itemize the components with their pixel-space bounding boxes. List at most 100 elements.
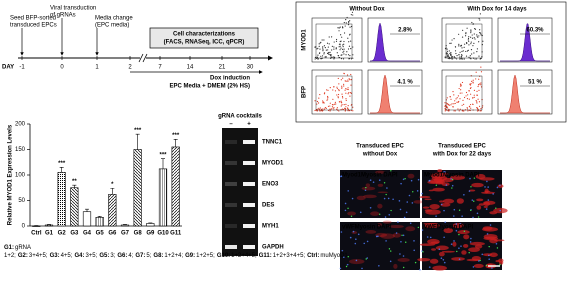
caption-key: G1: xyxy=(4,245,15,251)
caption-key: Ctrl: xyxy=(307,253,320,259)
green-signal xyxy=(470,209,472,212)
histogram-curve xyxy=(370,74,420,114)
scatter-dot xyxy=(314,109,316,112)
dapi-signal xyxy=(388,213,391,216)
dapi-signal xyxy=(385,240,387,242)
scatter-dot xyxy=(468,105,471,107)
characterization-box xyxy=(149,27,259,49)
green-signal xyxy=(350,215,353,217)
percent-label: 60.3% xyxy=(526,28,544,34)
myosin-signal xyxy=(393,263,398,269)
scatter-dot xyxy=(327,109,330,112)
dapi-signal xyxy=(341,249,344,252)
scatter-dot xyxy=(475,71,477,73)
myosin-signal xyxy=(432,187,445,192)
micro-column-title: without Dox xyxy=(362,152,398,158)
myosin-signal xyxy=(392,232,401,238)
scatter-dot xyxy=(350,109,352,112)
scatter-dot xyxy=(333,41,335,43)
myosin-signal xyxy=(478,203,485,206)
scatter-dot xyxy=(350,48,352,50)
scatter-dot xyxy=(447,110,449,112)
scatter-dot xyxy=(447,54,449,56)
scatter-dot xyxy=(451,55,453,58)
dapi-signal xyxy=(444,171,446,173)
caption-key: G8: xyxy=(153,253,164,259)
scatter-dot xyxy=(348,92,350,94)
green-signal xyxy=(495,207,497,209)
scatter-dot xyxy=(337,93,340,96)
scatter-dot xyxy=(463,110,465,112)
scatter-dot xyxy=(318,52,321,54)
scatter-dot xyxy=(350,73,352,76)
dapi-signal xyxy=(355,238,357,241)
scatter-dot xyxy=(456,97,458,99)
myosin-signal xyxy=(483,201,491,207)
myosin-signal xyxy=(389,224,404,229)
scatter-dot xyxy=(345,88,347,90)
scatter-dot xyxy=(473,94,475,96)
scatter-dot xyxy=(463,96,466,99)
bar xyxy=(158,168,168,227)
significance: *** xyxy=(172,133,180,139)
scatter-dot xyxy=(331,56,333,58)
scatter-dot xyxy=(451,103,453,105)
myosin-signal xyxy=(349,259,365,265)
dapi-signal xyxy=(487,199,490,201)
scatter-dot xyxy=(321,39,323,41)
scatter-dot xyxy=(347,93,349,95)
scatter-dot xyxy=(470,43,472,45)
scatter-dot xyxy=(328,53,330,55)
scatter-dot xyxy=(323,93,326,95)
dapi-signal xyxy=(478,260,480,262)
scatter-dot xyxy=(465,33,467,35)
dapi-signal xyxy=(469,241,472,243)
scatter-dot xyxy=(341,48,344,50)
scatter-dot xyxy=(318,43,320,45)
gate xyxy=(315,23,353,59)
scatter-dot xyxy=(468,40,470,42)
dapi-signal xyxy=(386,187,388,189)
dapi-signal xyxy=(378,264,380,267)
scatter-dot xyxy=(482,40,484,42)
dapi-signal xyxy=(400,240,402,243)
scatter-plot xyxy=(441,17,493,63)
histogram xyxy=(367,69,423,115)
y-tick-label: 200 xyxy=(15,122,26,128)
scatter-dot xyxy=(348,41,350,43)
scatter-dot xyxy=(343,72,345,74)
dapi-signal xyxy=(408,194,411,197)
scatter-dot xyxy=(347,87,349,89)
gel-band xyxy=(243,161,255,165)
scatter-dot xyxy=(468,36,470,38)
scatter-dot xyxy=(450,104,452,106)
myosin-signal xyxy=(495,260,501,263)
caption-key: G4: xyxy=(74,253,85,259)
dapi-signal xyxy=(397,221,399,223)
bar xyxy=(108,194,117,227)
scatter-dot xyxy=(476,108,479,110)
scatter-dot xyxy=(336,86,338,88)
scatter-plot xyxy=(311,17,363,63)
green-signal xyxy=(488,245,490,248)
myosin-signal xyxy=(432,265,447,271)
scatter-dot xyxy=(480,84,482,86)
scatter-dot xyxy=(316,103,318,105)
myosin-signal xyxy=(456,198,464,204)
day-label: DAY xyxy=(2,65,14,71)
scatter-dot xyxy=(324,47,326,49)
scatter-dot xyxy=(479,29,481,31)
significance: ** xyxy=(72,179,77,185)
bar xyxy=(32,225,41,227)
myosin-signal xyxy=(441,182,450,187)
scatter-dot xyxy=(327,96,329,98)
scatter-dot xyxy=(320,58,323,60)
myosin-signal xyxy=(407,173,415,179)
scatter-dot xyxy=(342,97,344,99)
scatter-dot xyxy=(459,98,461,100)
dapi-signal xyxy=(421,229,424,231)
scatter-dot xyxy=(347,80,349,83)
scatter-dot xyxy=(319,107,321,109)
scatter-dot xyxy=(346,74,349,76)
gel-band xyxy=(243,140,255,144)
